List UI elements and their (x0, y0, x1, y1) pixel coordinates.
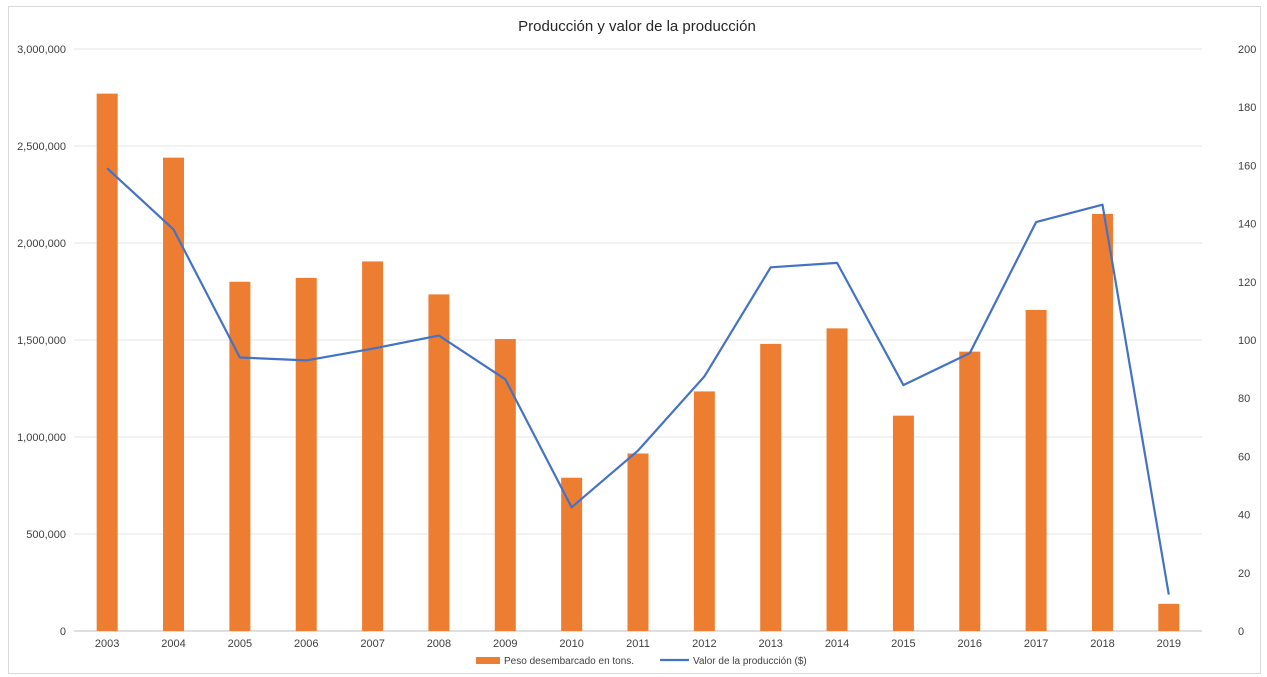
left-axis-tick-label: 2,000,000 (17, 238, 66, 250)
right-axis-tick-label: 180 (1238, 102, 1256, 114)
bar (1091, 213, 1113, 631)
bar (1158, 603, 1180, 631)
bar (362, 261, 384, 631)
left-axis-tick-label: 1,500,000 (17, 335, 66, 347)
x-axis-tick-label: 2004 (161, 638, 185, 650)
bar (561, 477, 583, 631)
bar (428, 294, 450, 631)
x-axis-tick-label: 2005 (228, 638, 252, 650)
left-axis-tick-label: 2,500,000 (17, 141, 66, 153)
bar (229, 281, 251, 631)
bar (1025, 309, 1047, 631)
x-axis-tick-label: 2003 (95, 638, 119, 650)
legend-swatch-bar (476, 657, 500, 664)
x-axis-tick-label: 2014 (825, 638, 849, 650)
x-axis-tick-label: 2006 (294, 638, 318, 650)
bar (295, 277, 317, 631)
left-axis-tick-label: 1,000,000 (17, 432, 66, 444)
combo-chart: Producción y valor de la producción 0 500… (17, 18, 1256, 667)
legend: Peso desembarcado en tons. Valor de la pr… (476, 656, 807, 667)
x-axis-tick-label: 2017 (1024, 638, 1048, 650)
legend-label: Peso desembarcado en tons. (504, 656, 634, 667)
right-axis-tick-label: 20 (1238, 568, 1250, 580)
left-axis-tick-label: 0 (60, 626, 66, 638)
x-axis-tick-label: 2009 (493, 638, 517, 650)
bar (826, 328, 848, 631)
bar (959, 351, 981, 631)
bar (163, 157, 185, 631)
right-axis-tick-label: 40 (1238, 510, 1250, 522)
x-axis-tick-label: 2011 (626, 638, 650, 650)
x-axis-tick-label: 2018 (1090, 638, 1114, 650)
legend-label: Valor de la producción ($) (693, 656, 807, 667)
left-axis: 0 500,000 1,000,000 1,500,000 2,000,000 2,500… (17, 44, 66, 638)
right-axis-tick-label: 60 (1238, 451, 1250, 463)
x-axis: 2003 2004 2005 2006 2007 2008 2009 2010 2011 2012… (95, 638, 1181, 650)
gridlines (74, 48, 1202, 632)
left-axis-tick-label: 500,000 (26, 529, 66, 541)
right-axis-tick-label: 160 (1238, 160, 1256, 172)
bar-series (96, 93, 1180, 632)
x-axis-tick-label: 2007 (360, 638, 384, 650)
left-axis-tick-label: 3,000,000 (17, 44, 66, 56)
right-axis-tick-label: 80 (1238, 393, 1250, 405)
right-axis-tick-label: 140 (1238, 219, 1256, 231)
right-axis-tick-label: 0 (1238, 626, 1244, 638)
right-axis-tick-label: 200 (1238, 44, 1256, 56)
x-axis-tick-label: 2012 (692, 638, 716, 650)
bar (494, 339, 516, 631)
bar (627, 453, 649, 631)
x-axis-tick-label: 2013 (758, 638, 782, 650)
x-axis-tick-label: 2015 (891, 638, 915, 650)
line-series (106, 167, 1170, 595)
right-axis-tick-label: 100 (1238, 335, 1256, 347)
bar (693, 391, 715, 631)
bar (96, 93, 118, 632)
x-axis-tick-label: 2019 (1157, 638, 1181, 650)
chart-frame: Producción y valor de la producción 0 500… (8, 6, 1261, 674)
bar (892, 415, 914, 631)
right-axis: 0 20 40 60 80 100 120 140 160 180 200 (1238, 44, 1256, 638)
x-axis-tick-label: 2008 (427, 638, 451, 650)
x-axis-tick-label: 2016 (958, 638, 982, 650)
right-axis-tick-label: 120 (1238, 277, 1256, 289)
x-axis-tick-label: 2010 (559, 638, 583, 650)
chart-title: Producción y valor de la producción (518, 18, 756, 35)
bar (760, 343, 782, 631)
